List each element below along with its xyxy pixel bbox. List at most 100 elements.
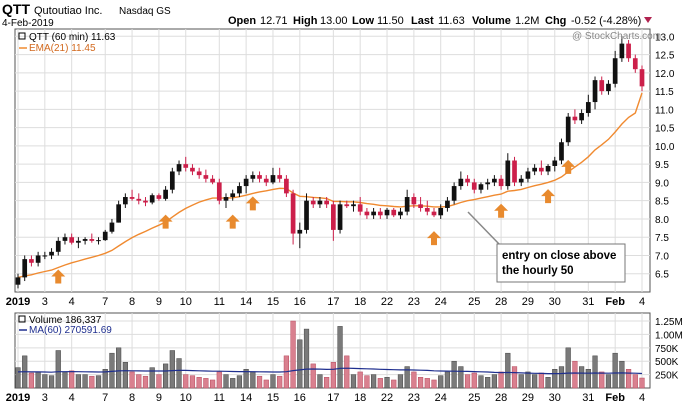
volume-bar (464, 374, 471, 389)
x-tick-label: 9 (156, 392, 162, 404)
volume-bar (344, 355, 350, 389)
volume-bar (639, 377, 645, 389)
candle-body (632, 58, 638, 70)
volume-bar (196, 377, 202, 389)
volume-bar (371, 374, 377, 389)
candle-body (250, 175, 256, 179)
candle-body (418, 204, 423, 208)
volume-bar (303, 328, 310, 389)
candle (156, 193, 162, 201)
quote-bar: Open 12.71 High 13.00 Low 11.50 Last 11.63 V… (228, 15, 641, 27)
candle-body (492, 178, 497, 183)
candle-body (156, 195, 162, 199)
x-tick-label: 11 (214, 296, 225, 308)
volume-bar (256, 375, 263, 389)
candle-body (109, 222, 115, 232)
candle (532, 164, 537, 176)
candle-body (539, 167, 544, 172)
candle (196, 167, 202, 179)
candle-body (592, 80, 598, 103)
candle-body (458, 178, 464, 187)
x-tick-label: 17 (327, 296, 339, 308)
candle-body (196, 171, 202, 176)
candle (169, 167, 175, 194)
candle (411, 193, 417, 208)
candle-body (297, 229, 303, 234)
candle-body (324, 200, 329, 205)
candle-body (163, 189, 168, 199)
volume-bar (75, 374, 81, 389)
volume-bar (424, 378, 430, 389)
volume-bar (209, 379, 216, 389)
candle (492, 175, 497, 187)
x-tick-label: 9 (156, 296, 162, 308)
candle-body (411, 197, 417, 205)
high-value: 13.00 (320, 15, 348, 27)
ma-line (17, 367, 643, 375)
ema-line-series (17, 92, 643, 279)
volume-bar (558, 366, 565, 389)
candle-body (559, 142, 564, 161)
candle (310, 197, 316, 208)
candle (445, 197, 450, 212)
candle (351, 200, 356, 212)
x-tick-label: 4 (69, 296, 75, 308)
candle-body (572, 116, 578, 121)
candle-body (498, 178, 504, 187)
candle (465, 175, 470, 187)
x-tick-label: 31 (582, 296, 594, 308)
volume-bar (82, 374, 88, 389)
x-tick-label: 29 (522, 296, 534, 308)
price-tick-label: 13.0 (655, 32, 675, 43)
x-tick-label: 3 (42, 392, 48, 404)
candle-body (525, 171, 531, 179)
candle (297, 222, 303, 249)
volume-bar (223, 374, 229, 389)
volume-bar (243, 369, 249, 389)
x-tick-label: 23 (408, 296, 420, 308)
volume-bar (518, 374, 524, 389)
candle (149, 193, 155, 205)
candle (431, 207, 437, 218)
candle (458, 171, 464, 190)
candle (485, 178, 491, 190)
volume-bar (116, 347, 122, 389)
x-tick-label: 14 (240, 392, 252, 404)
last-label: Last (411, 15, 434, 27)
candle (22, 255, 28, 282)
candle-body (277, 175, 283, 179)
candle-body (331, 204, 336, 230)
price-tick-label: 11.0 (655, 105, 674, 116)
candle (263, 175, 269, 187)
candle-body (257, 175, 262, 179)
volume-bar (317, 374, 323, 389)
price-tick-label: 7.5 (655, 233, 669, 244)
volume-bar (417, 377, 424, 389)
volume-bar (545, 377, 551, 389)
entry-arrow-icon (158, 214, 173, 229)
chg-value: -0.52 (-4.28%) (571, 15, 641, 27)
x-tick-label: 18 (354, 392, 366, 404)
volume-tick-label: 1.00M (655, 330, 683, 341)
candle-body (15, 277, 21, 285)
x-tick-label: 11 (214, 392, 225, 404)
volume-bar (350, 374, 357, 389)
volume-bar (478, 375, 484, 389)
candle-body (404, 197, 410, 212)
candle-body (364, 211, 370, 216)
volume-bar (592, 355, 598, 389)
candle-body (129, 197, 135, 199)
volume-bar (364, 375, 370, 389)
annotation-line-1: entry on close above (502, 250, 616, 262)
candle-body (465, 178, 470, 183)
x-tick-label: 10 (180, 296, 192, 308)
candle (284, 175, 289, 198)
candle (438, 204, 444, 219)
volume-bar (431, 379, 437, 389)
volume-bar (48, 375, 55, 389)
candle (223, 193, 229, 208)
volume-bar (538, 372, 544, 389)
volume-bar-series (15, 320, 645, 389)
candle (210, 175, 215, 185)
volume-bar (605, 374, 612, 389)
